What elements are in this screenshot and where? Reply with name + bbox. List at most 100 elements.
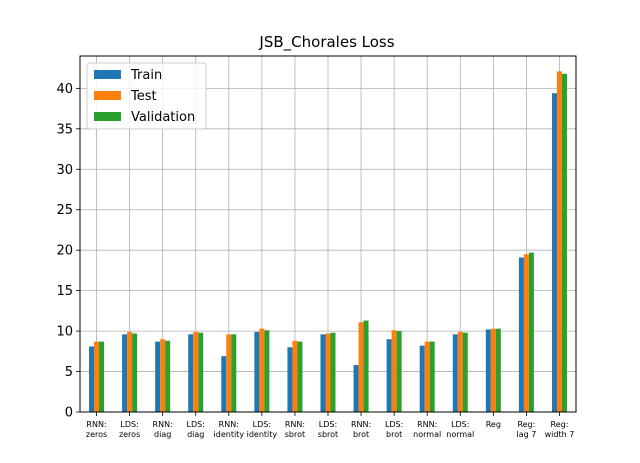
bar-test-9 [391, 330, 397, 412]
chart-title: JSB_Chorales Loss [258, 33, 394, 52]
x-tick-label-line: sbrot [318, 430, 338, 439]
x-tick-label-line: zeros [86, 430, 107, 439]
bar-validation-13 [528, 252, 534, 412]
x-tick-label-line: brot [386, 430, 402, 439]
x-tick-label-line: identity [247, 430, 278, 439]
bar-validation-14 [561, 73, 567, 413]
bar-train-13 [518, 257, 524, 412]
bar-train-4 [221, 356, 227, 412]
bar-validation-10 [429, 341, 435, 412]
x-tick-label-line: lag 7 [516, 430, 536, 439]
x-tick-label: Reg: width 7 [545, 420, 575, 439]
x-tick-label: Reg: lag 7 [516, 420, 536, 439]
x-tick-label: LDS: sbrot [318, 420, 338, 439]
x-tick-label: RNN: normal [413, 420, 441, 439]
x-tick-label-line: normal [446, 430, 474, 439]
y-tick-label: 40 [56, 82, 73, 97]
bar-test-4 [226, 334, 232, 412]
x-tick-label: LDS: normal [446, 420, 474, 439]
bar-validation-9 [396, 331, 402, 412]
bar-validation-8 [363, 320, 369, 412]
x-tick-label: RNN: brot [351, 420, 371, 439]
bar-train-5 [254, 331, 260, 412]
bar-test-1 [127, 331, 133, 412]
bar-train-1 [122, 334, 128, 412]
bar-validation-4 [231, 334, 237, 412]
bar-test-6 [292, 340, 298, 412]
x-tick-label: LDS: brot [385, 420, 403, 439]
x-tick-label-line: width 7 [545, 430, 575, 439]
bar-test-2 [160, 339, 166, 412]
x-tick-label-line: Reg: [517, 420, 535, 429]
y-tick-label: 5 [65, 365, 73, 380]
y-tick-label: 20 [56, 244, 73, 259]
x-tick-label-line: brot [353, 430, 369, 439]
bar-validation-6 [297, 341, 303, 412]
x-tick-label: RNN: identity [214, 420, 245, 439]
x-tick-label-line: RNN: [351, 420, 371, 429]
x-tick-label: RNN: zeros [86, 420, 107, 439]
x-tick-label: LDS: identity [247, 420, 278, 439]
bar-validation-11 [462, 332, 468, 412]
x-tick-label-line: RNN: [153, 420, 173, 429]
x-tick-label: Reg [486, 420, 501, 429]
x-tick-label-line: diag [154, 430, 171, 439]
y-tick-label: 15 [56, 284, 73, 299]
bars-group [89, 71, 567, 413]
y-tick-label: 25 [56, 203, 73, 218]
x-tick-label-line: sbrot [285, 430, 305, 439]
bar-test-8 [358, 322, 364, 412]
x-tick-label-line: zeros [119, 430, 140, 439]
x-tick-label-line: LDS: [120, 420, 138, 429]
legend-swatch-validation [94, 112, 121, 121]
bar-train-7 [320, 334, 326, 412]
bar-validation-5 [264, 330, 270, 412]
bar-test-11 [457, 331, 463, 412]
bar-train-2 [155, 341, 161, 412]
bar-test-5 [259, 328, 265, 412]
x-tick-label-line: Reg [486, 420, 501, 429]
bar-train-9 [386, 339, 392, 412]
x-tick-label: RNN: sbrot [285, 420, 305, 439]
bar-test-3 [193, 331, 199, 412]
y-tick-label: 0 [65, 406, 73, 421]
x-tick-label-line: LDS: [253, 420, 271, 429]
bar-train-3 [188, 334, 194, 412]
bar-train-8 [353, 365, 359, 412]
bar-validation-0 [99, 341, 105, 412]
bar-train-10 [419, 345, 425, 412]
x-tick-label-line: RNN: [219, 420, 239, 429]
legend-swatch-train [94, 70, 121, 79]
bar-validation-12 [495, 328, 501, 412]
bar-validation-7 [330, 332, 336, 412]
y-tick-label: 35 [56, 122, 73, 137]
legend-label-validation: Validation [131, 110, 195, 125]
bar-validation-2 [165, 340, 171, 412]
y-tick-label: 30 [56, 163, 73, 178]
y-tick-label: 10 [56, 325, 73, 340]
legend-swatch-test [94, 91, 121, 100]
x-tick-label-line: RNN: [417, 420, 437, 429]
bar-train-0 [89, 346, 95, 412]
bar-validation-3 [198, 332, 204, 412]
x-tick-label-line: RNN: [86, 420, 106, 429]
bar-train-11 [452, 334, 458, 412]
x-tick-label-line: normal [413, 430, 441, 439]
x-tick-label-line: LDS: [451, 420, 469, 429]
x-tick-label-line: Reg: [551, 420, 569, 429]
x-tick-label: RNN: diag [153, 420, 173, 439]
bar-test-12 [490, 328, 496, 412]
bar-train-14 [551, 93, 557, 412]
x-tick-label-line: identity [214, 430, 245, 439]
legend-label-train: Train [130, 68, 162, 83]
x-tick-label-line: LDS: [319, 420, 337, 429]
bar-validation-1 [132, 333, 138, 412]
legend: Train Test Validation [86, 62, 207, 130]
bar-test-13 [523, 254, 529, 412]
bar-test-0 [94, 341, 100, 412]
bar-train-6 [287, 347, 293, 412]
x-tick-label: LDS: diag [187, 420, 205, 439]
x-tick-label-line: LDS: [187, 420, 205, 429]
